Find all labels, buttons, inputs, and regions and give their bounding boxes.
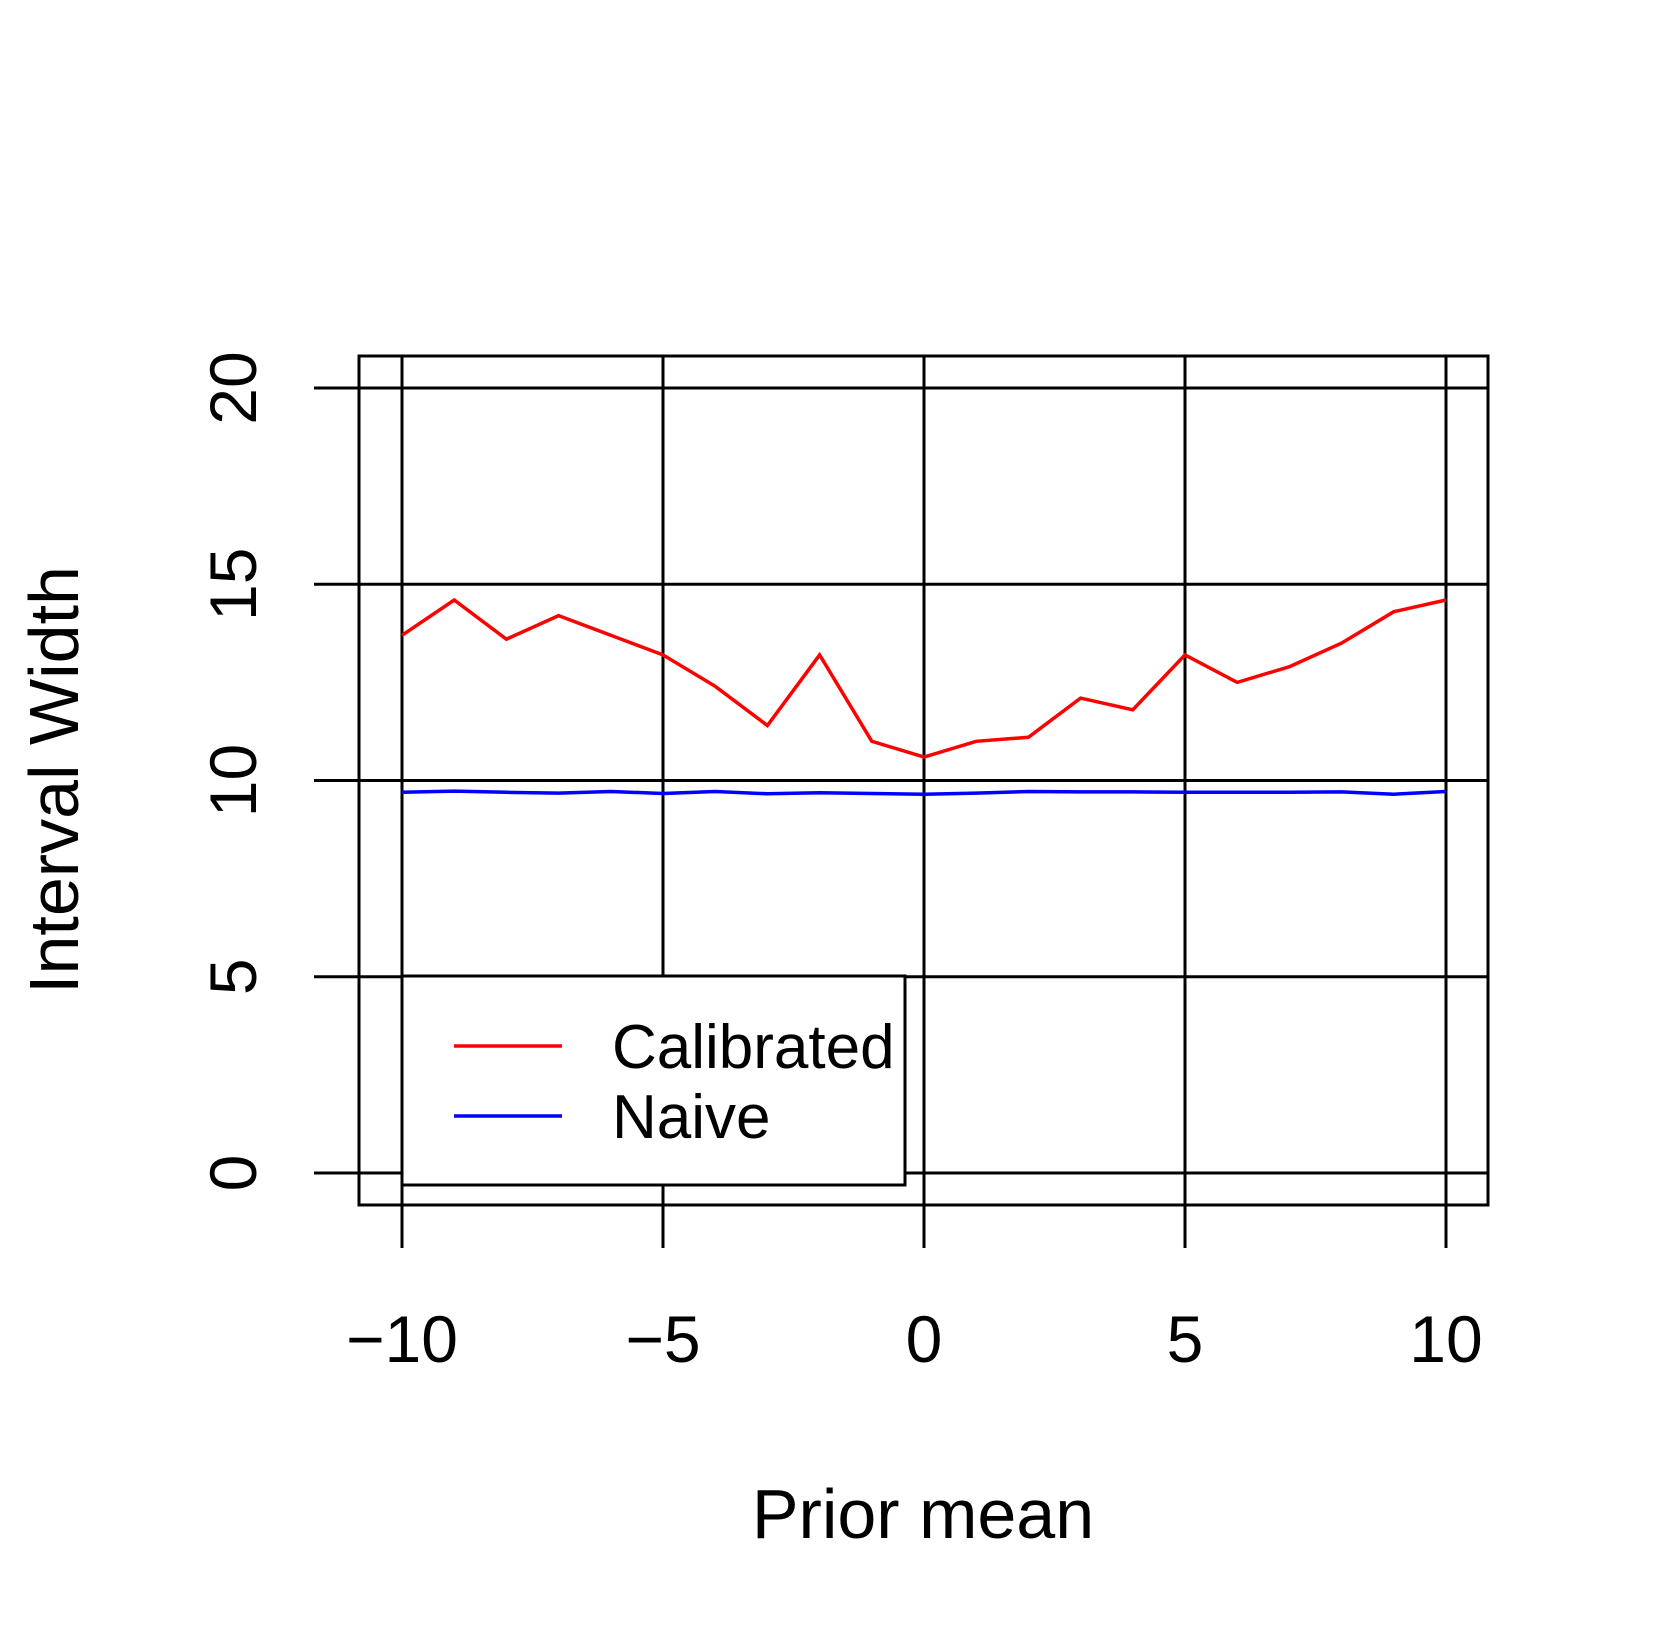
y-tick-label: 20 xyxy=(196,351,270,424)
x-tick-label: 5 xyxy=(1167,1302,1204,1376)
series-line-calibrated xyxy=(401,597,1447,759)
y-tick-label: 10 xyxy=(196,744,270,817)
axes: −10 −5 0 5 10 0 5 10 15 20 xyxy=(196,351,1483,1376)
series-line-naive xyxy=(401,789,1447,796)
y-tick-label: 5 xyxy=(196,958,270,995)
x-axis-title: Prior mean xyxy=(752,1475,1094,1553)
legend-box xyxy=(400,974,907,1187)
legend-label-calibrated: Calibrated xyxy=(612,1013,895,1082)
series xyxy=(401,597,1447,796)
x-tick-label: −5 xyxy=(625,1302,700,1376)
x-tick-label: 0 xyxy=(906,1302,943,1376)
legend-label-naive: Naive xyxy=(612,1083,771,1152)
x-tick-label: 10 xyxy=(1409,1302,1482,1376)
y-tick-label: 15 xyxy=(196,548,270,621)
plot-frame xyxy=(357,354,1490,1207)
y-tick-label: 0 xyxy=(196,1155,270,1192)
y-axis-title: Interval Width xyxy=(15,566,93,994)
x-tick-label: −10 xyxy=(346,1302,458,1376)
